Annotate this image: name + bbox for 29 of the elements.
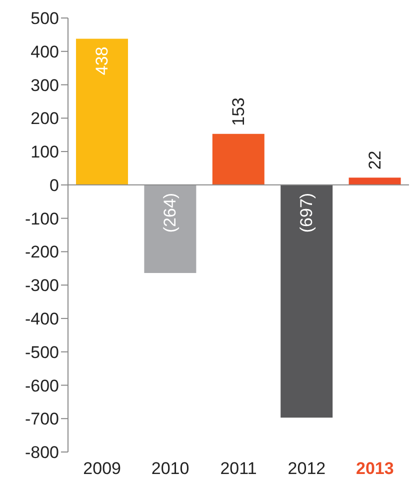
y-tick-label: 0	[50, 176, 59, 195]
bar	[144, 184, 196, 274]
bar	[280, 184, 333, 418]
x-tick-label: 2013	[356, 459, 394, 478]
data-label: (697)	[297, 192, 316, 233]
y-tick-label: 300	[30, 76, 59, 95]
data-label: 22	[365, 150, 384, 170]
y-tick-label: -800	[24, 443, 59, 462]
bar	[76, 38, 128, 185]
y-tick-label: 400	[30, 42, 59, 62]
data-label: 438	[92, 46, 112, 76]
bar	[348, 178, 401, 185]
y-tick-label: -700	[24, 410, 59, 429]
y-tick-label: -100	[24, 209, 59, 228]
y-tick-label: 100	[30, 142, 59, 162]
y-tick-label: -300	[24, 276, 59, 296]
x-tick-label: 2009	[83, 459, 122, 478]
data-label: 153	[228, 97, 248, 126]
y-tick-label: 500	[30, 9, 59, 28]
x-tick-label: 2011	[220, 459, 257, 478]
y-tick-label: -200	[24, 242, 59, 262]
y-tick-label: 200	[30, 109, 59, 128]
x-tick-label: 2010	[151, 459, 190, 478]
bar	[212, 134, 264, 185]
y-tick-label: -400	[24, 309, 59, 328]
y-tick-label: -600	[24, 376, 59, 396]
data-label: (264)	[160, 192, 180, 233]
y-tick-label: -500	[24, 342, 59, 362]
x-tick-label: 2012	[288, 459, 326, 478]
